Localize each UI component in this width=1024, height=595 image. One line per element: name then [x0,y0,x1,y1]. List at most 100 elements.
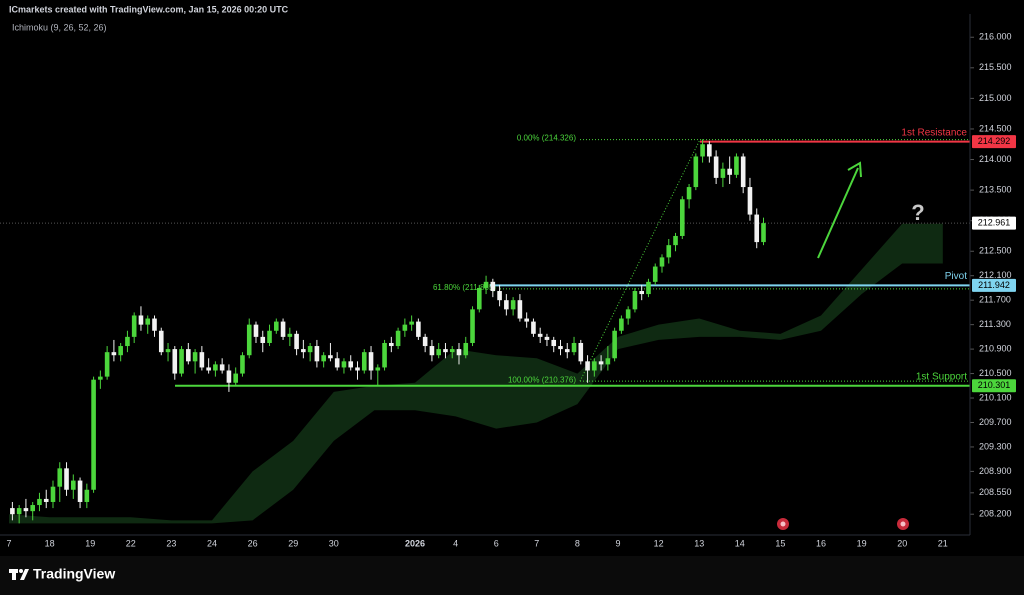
candle-body [355,367,360,371]
candle-body [375,367,381,371]
x-tick-label: 22 [126,538,136,548]
candle-body [280,321,286,337]
candle-body [524,318,529,322]
price-tag [972,278,1016,292]
candle-body [382,342,387,368]
candle-body [409,321,414,325]
candle-body [213,364,218,371]
x-tick-label: 19 [85,538,95,548]
y-tick-label: 210.500 [979,368,1012,378]
price-tag-label: 214.292 [978,136,1011,146]
candle-body [531,321,536,334]
candle-body [389,342,394,347]
candle-body [321,355,326,362]
candle-body [307,346,313,353]
candle-body [172,349,178,374]
event-icon [897,518,909,530]
price-tag [972,216,1016,230]
x-tick-label: 18 [45,538,55,548]
candle-body [98,376,103,380]
y-tick-label: 211.300 [979,319,1011,329]
candle-body [707,144,712,157]
y-tick-label: 209.700 [979,417,1012,427]
indicator-label: Ichimoku (9, 26, 52, 26) [12,22,107,32]
candle-body [700,144,705,157]
candle-body [125,336,130,347]
x-tick-label: 26 [248,538,258,548]
candle-body [57,468,63,487]
candle-body [402,324,408,331]
arrow-head [847,161,862,178]
candle-body [301,349,306,353]
candle-body [490,281,496,292]
candle-body [16,508,22,515]
price-tag-label: 212.961 [978,217,1011,227]
candle-body [395,330,401,347]
candle-body [747,187,753,215]
fib-label: 0.00% (214.326) [517,134,576,143]
candle-body [84,489,90,502]
candle-body [260,336,266,343]
level-name: 1st Support [916,371,967,382]
candle-body [77,480,83,502]
candle-body [713,156,719,178]
candle-body [659,257,665,267]
candle-body [30,505,35,512]
candle-body [571,342,577,353]
candle-body [152,318,157,331]
x-tick-label: 4 [453,538,458,548]
candle-body [294,333,299,350]
candle-body [470,309,475,343]
x-tick-label: 6 [494,538,499,548]
candle-body [639,291,644,295]
candle-body [612,330,617,359]
footer-logo: TradingView [33,566,115,582]
event-icon [777,518,789,530]
candle-body [287,333,293,337]
candle-body [422,336,428,347]
candle-body [632,291,638,310]
y-tick-label: 208.200 [979,509,1012,519]
candle-body [233,373,238,383]
candle-body [91,379,96,490]
candle-body [23,508,29,512]
candle-body [551,339,557,347]
candle-body [463,342,469,356]
candle-body [625,309,631,319]
question-mark: ? [911,200,924,225]
x-tick-label: 7 [534,538,539,548]
candle-body [64,468,69,490]
x-tick-label: 12 [654,538,664,548]
candle-body [192,352,198,362]
candle-body [219,364,225,371]
y-tick-label: 210.900 [979,343,1012,353]
candle-body [43,498,49,502]
candle-body [416,321,421,337]
candle-body [456,349,462,356]
candle-body [267,330,272,343]
x-tick-label: 19 [857,538,867,548]
y-tick-label: 210.100 [979,392,1012,402]
candle-body [70,480,76,490]
y-tick-label: 212.500 [979,246,1012,256]
candle-body [206,367,211,371]
candle-body [226,370,232,383]
x-tick-label: 8 [575,538,580,548]
candle-body [666,245,672,258]
logo-mark [9,569,29,580]
candle-body [10,508,15,515]
y-tick-label: 213.500 [979,184,1012,194]
candle-body [104,352,110,377]
candle-body [544,336,550,340]
candle-body [483,281,489,288]
candle-body [37,498,42,506]
y-tick-label: 208.550 [979,487,1012,497]
candle-body [118,346,123,356]
candle-body [328,355,333,359]
candle-body [517,300,523,319]
price-tag [972,379,1016,393]
y-tick-label: 211.700 [979,295,1011,305]
candle-body [314,346,320,362]
arrow [817,167,859,259]
candle-body [449,349,455,353]
